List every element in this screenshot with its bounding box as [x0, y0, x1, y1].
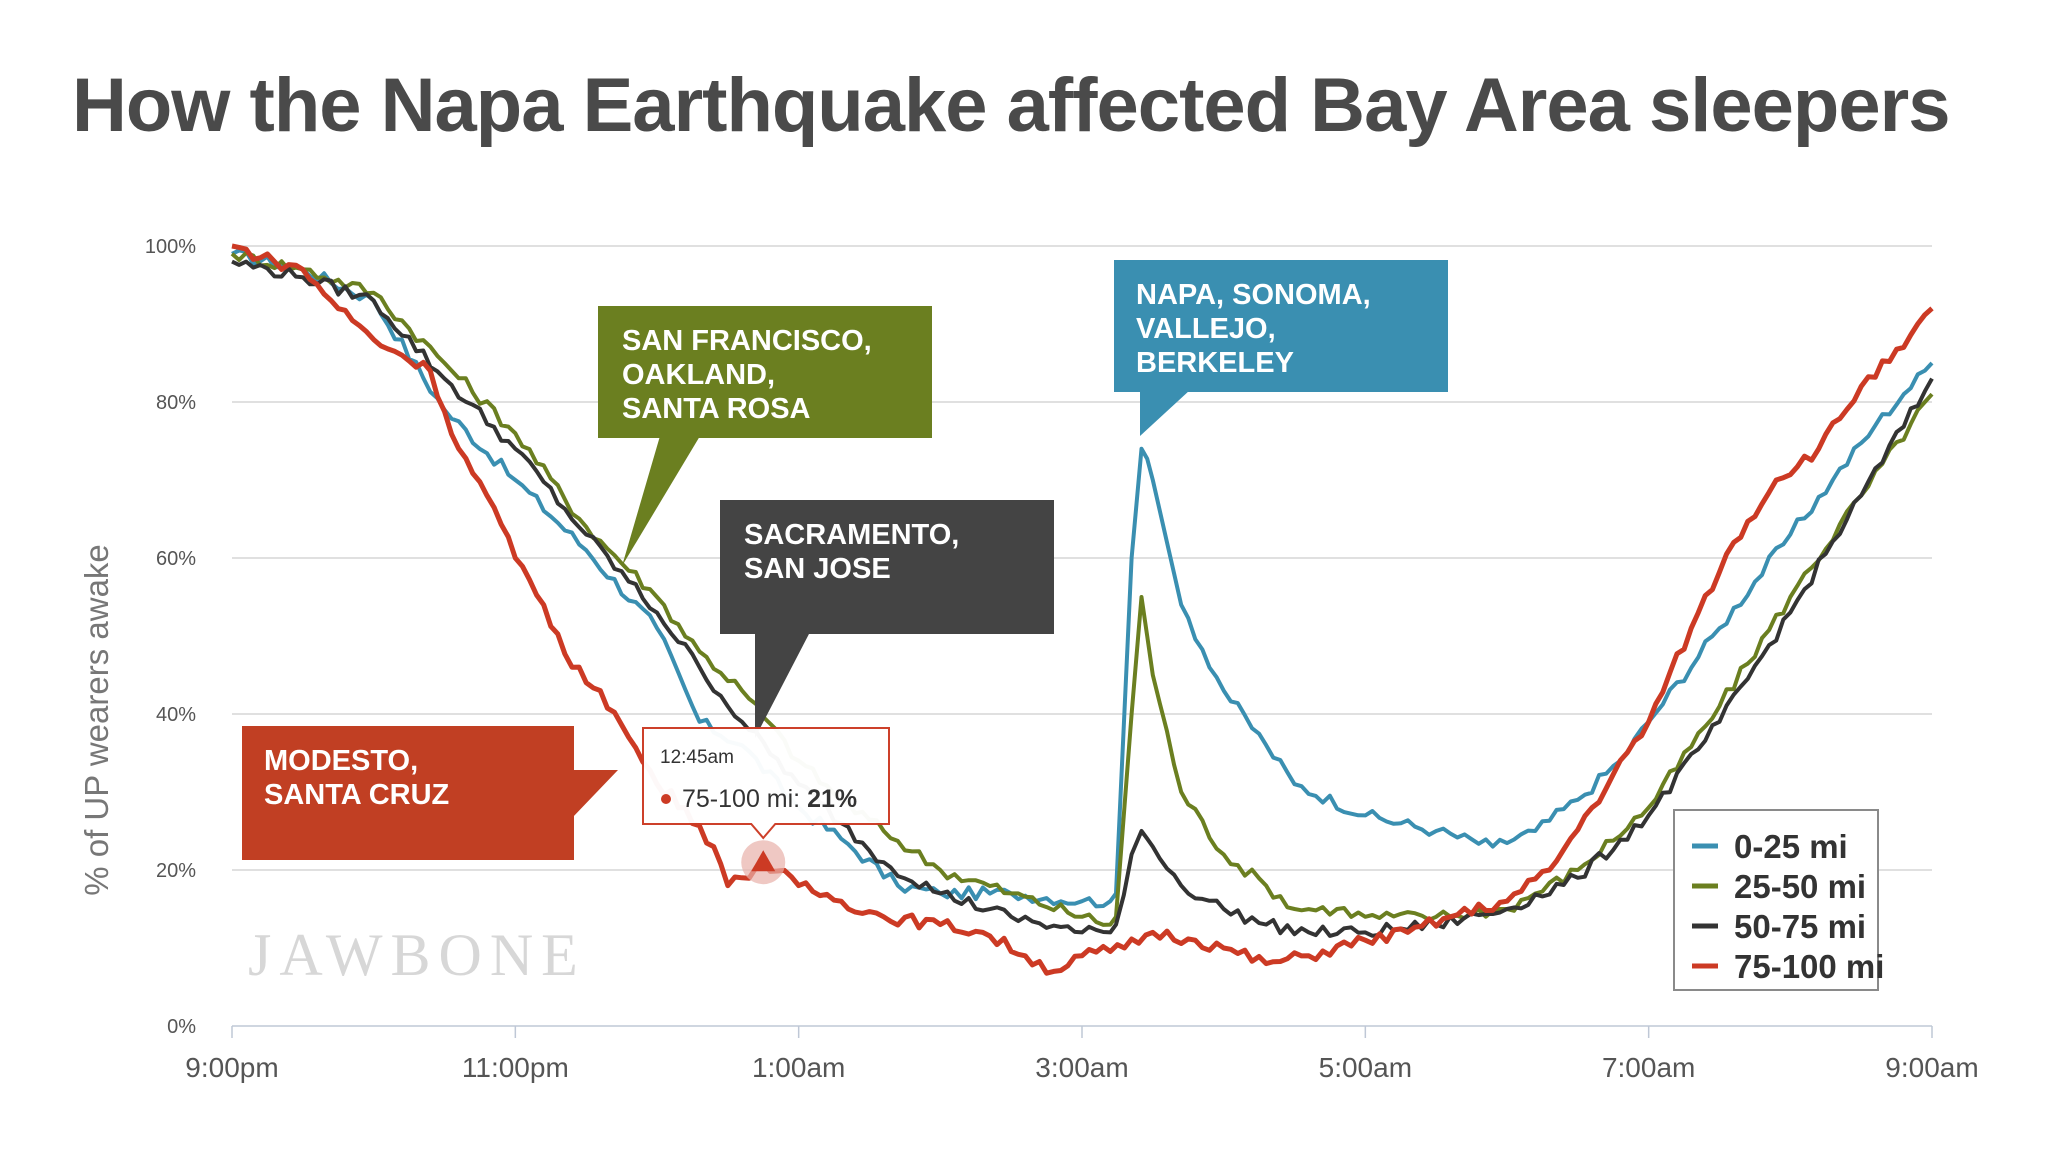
- x-tick-label: 7:00am: [1602, 1052, 1695, 1083]
- legend-label: 50-75 mi: [1734, 908, 1866, 945]
- legend-item-25-50 mi[interactable]: 25-50 mi: [1692, 868, 1866, 905]
- annotation-box: [720, 500, 1054, 634]
- legend-label: 75-100 mi: [1734, 948, 1884, 985]
- x-tick-label: 5:00am: [1319, 1052, 1412, 1083]
- legend-item-75-100 mi[interactable]: 75-100 mi: [1692, 948, 1884, 985]
- series-lines: [230, 243, 1934, 976]
- y-tick-label: 80%: [156, 392, 196, 414]
- legend-item-50-75 mi[interactable]: 50-75 mi: [1692, 908, 1866, 945]
- annotation-box: [242, 726, 574, 860]
- tooltip-time: 12:45am: [660, 747, 734, 768]
- marker-point[interactable]: [751, 850, 776, 872]
- annotation-line: VALLEJO,: [1136, 313, 1276, 345]
- series-line-25-50 mi: [230, 250, 1934, 927]
- tooltip: 12:45am 75-100 mi: 21%: [642, 727, 890, 885]
- annotation-pointer: [622, 436, 700, 566]
- annotation-line: SAN FRANCISCO,: [622, 325, 872, 357]
- tooltip-value: 75-100 mi: 21%: [682, 785, 857, 813]
- y-tick-label: 100%: [145, 236, 196, 258]
- y-axis: 0% 20% 40% 60% 80% 100%: [145, 236, 196, 1038]
- y-tick-label: 20%: [156, 860, 196, 882]
- annotation-line: MODESTO,: [264, 745, 418, 777]
- annotation-pointer: [1140, 390, 1190, 436]
- legend-box: [1673, 809, 1879, 991]
- annotation-box: [598, 306, 932, 438]
- x-tick-label: 3:00am: [1035, 1052, 1128, 1083]
- y-tick-label: 60%: [156, 548, 196, 570]
- x-tick-label: 9:00am: [1885, 1052, 1978, 1083]
- y-axis-label: % of UP wearers awake: [78, 544, 115, 896]
- annotation-3: SACRAMENTO,SAN JOSE: [720, 500, 1054, 738]
- legend-label: 25-50 mi: [1734, 868, 1866, 905]
- page-title: How the Napa Earthquake affected Bay Are…: [72, 63, 1950, 148]
- annotation-1: SAN FRANCISCO,OAKLAND,SANTA ROSA: [598, 306, 932, 566]
- series-line-50-75 mi: [231, 259, 1934, 938]
- annotation-box: [1114, 260, 1448, 392]
- tooltip-box: [642, 727, 890, 840]
- annotation-pointer: [755, 632, 810, 738]
- annotation-line: OAKLAND,: [622, 359, 775, 391]
- tooltip-series-dot: [661, 794, 671, 804]
- series-line-75-100 mi: [231, 243, 1934, 976]
- annotation-line: BERKELEY: [1136, 347, 1294, 379]
- annotation-2: NAPA, SONOMA,VALLEJO,BERKELEY: [1114, 260, 1448, 436]
- x-tick-label: 1:00am: [752, 1052, 845, 1083]
- annotation-pointer: [572, 770, 618, 818]
- y-tick-label: 40%: [156, 704, 196, 726]
- annotations: SAN FRANCISCO,OAKLAND,SANTA ROSA NAPA, SO…: [242, 260, 1448, 860]
- annotation-line: SANTA CRUZ: [264, 779, 449, 811]
- y-tick-label: 0%: [167, 1016, 196, 1038]
- annotation-line: SACRAMENTO,: [744, 519, 959, 551]
- x-axis: 9:00pm 11:00pm 1:00am 3:00am 5:00am 7:00am 9:0…: [185, 1026, 1979, 1083]
- legend-label: 0-25 mi: [1734, 828, 1848, 865]
- annotation-line: SANTA ROSA: [622, 393, 811, 425]
- x-tick-label: 9:00pm: [185, 1052, 278, 1083]
- annotation-line: SAN JOSE: [744, 553, 891, 585]
- x-tick-label: 11:00pm: [462, 1052, 569, 1083]
- legend-item-0-25 mi[interactable]: 0-25 mi: [1692, 828, 1848, 865]
- annotation-4: MODESTO,SANTA CRUZ: [242, 726, 618, 860]
- jawbone-watermark: JAWBONE: [248, 922, 586, 988]
- annotation-line: NAPA, SONOMA,: [1136, 279, 1371, 311]
